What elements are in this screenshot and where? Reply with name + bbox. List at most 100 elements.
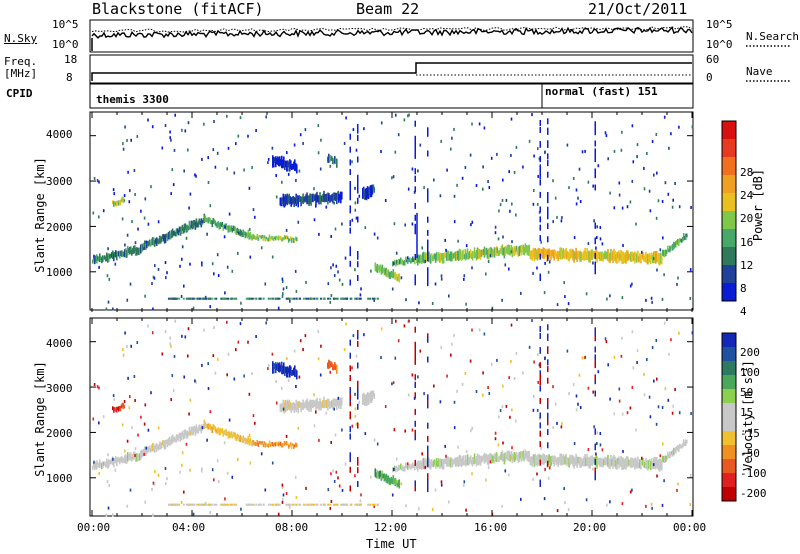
velocity-cell-band-7 [332,364,334,371]
velocity-scatter [255,335,257,338]
power-scatter [667,192,670,196]
power-scatter [235,142,237,146]
power-cell-band-4 [333,192,335,201]
velocity-cell-band-10 [508,450,511,462]
velocity-scatter [114,468,117,472]
velocity-scatter [573,442,576,445]
power-cell-band-2 [243,231,246,235]
power-cell-band-11 [629,254,631,261]
velocity-streak [594,467,596,474]
power-scatter [166,271,168,275]
power-streak [414,120,416,127]
velocity-cell-band-4 [285,401,288,411]
power-cell-band-6 [273,156,275,168]
velocity-scatter [592,390,594,394]
power-cell-band-11 [631,251,633,262]
power-cell-band-11 [656,251,658,262]
power-cell-band-0 [101,257,103,264]
power-cell-band-11 [613,248,615,261]
velocity-scatter [282,407,285,411]
power-cell-band-0 [140,244,142,254]
velocity-colorbar-swatch [722,417,736,432]
velocity-scatter [282,498,284,502]
power-cell-band-11 [579,250,581,262]
power-cell-band-5 [113,201,116,206]
velocity-cell-band-11 [598,458,600,466]
power-cell-band-11 [564,249,566,258]
power-cell-band-2 [244,231,247,239]
velocity-scatter [618,387,621,391]
power-near-range [313,297,316,300]
power-cell-band-11 [541,248,544,259]
power-cell-band-10 [518,245,521,256]
power-near-range [295,297,298,300]
power-cell-band-10 [525,245,528,253]
power-scatter [587,180,590,184]
power-scatter [334,227,337,231]
velocity-cell-band-3 [263,441,266,445]
velocity-scatter [552,385,554,389]
power-cell-band-3 [274,236,277,241]
power-scatter [620,148,623,152]
velocity-cell-band-11 [538,453,541,463]
velocity-cell-band-11 [537,454,540,466]
velocity-cell-band-6 [288,367,290,374]
velocity-scatter [488,392,491,395]
power-cell-band-12 [680,238,682,243]
power-scatter [537,174,539,178]
power-cell-band-11 [634,251,636,264]
power-cell-band-2 [229,226,232,233]
power-cell-band-0 [126,250,128,258]
power-cell-band-0 [132,247,134,254]
power-scatter [494,225,497,229]
power-cell-band-10 [496,247,499,253]
velocity-cell-band-11 [610,454,612,467]
velocity-scatter [536,472,538,476]
power-cell-band-13 [370,185,373,198]
power-cell-band-10 [419,256,421,264]
velocity-cell-band-10 [437,458,440,467]
power-cell-band-6 [272,155,274,168]
power-near-range [250,297,253,300]
velocity-cell-band-7 [333,365,335,371]
power-scatter [129,189,131,193]
power-cell-band-10 [451,253,454,261]
power-cell-band-11 [588,250,590,263]
velocity-cell-band-13 [373,393,376,399]
power-cell-band-11 [580,251,582,262]
power-cell-band-11 [641,253,643,259]
velocity-scatter [494,431,497,435]
power-cell-band-11 [601,251,603,261]
power-scatter [417,169,419,173]
power-cell-band-0 [106,252,108,262]
power-cell-band-1 [163,234,166,244]
velocity-cell-band-6 [275,362,277,374]
power-near-range [245,297,248,300]
power-near-range [343,297,346,300]
power-scatter [271,146,274,150]
power-cell-band-1 [200,218,203,228]
velocity-cell-band-10 [460,458,463,467]
velocity-cell-band-11 [567,458,569,467]
velocity-near-range [204,503,207,506]
velocity-cell-band-11 [611,459,613,466]
velocity-cell-band-4 [279,403,282,412]
power-scatter [536,202,539,206]
velocity-cell-band-3 [276,443,279,446]
power-scatter [151,125,154,129]
power-cell-band-1 [202,218,205,224]
velocity-near-range [191,503,194,506]
velocity-cell-band-4 [284,400,287,413]
power-scatter [579,200,582,203]
power-cell-band-10 [445,250,448,261]
velocity-cell-band-5 [122,403,125,409]
vel-cbar-15: 15 [740,406,754,419]
velocity-streak [349,400,351,407]
cpid-mode-2: normal (fast) 151 [545,85,658,98]
power-cell-band-0 [118,250,120,257]
velocity-cell-band-2 [253,441,256,445]
velocity-scatter [606,503,608,507]
power-cell-band-10 [510,244,513,254]
power-cell-band-8 [396,276,399,282]
velocity-cell-band-2 [244,437,247,445]
